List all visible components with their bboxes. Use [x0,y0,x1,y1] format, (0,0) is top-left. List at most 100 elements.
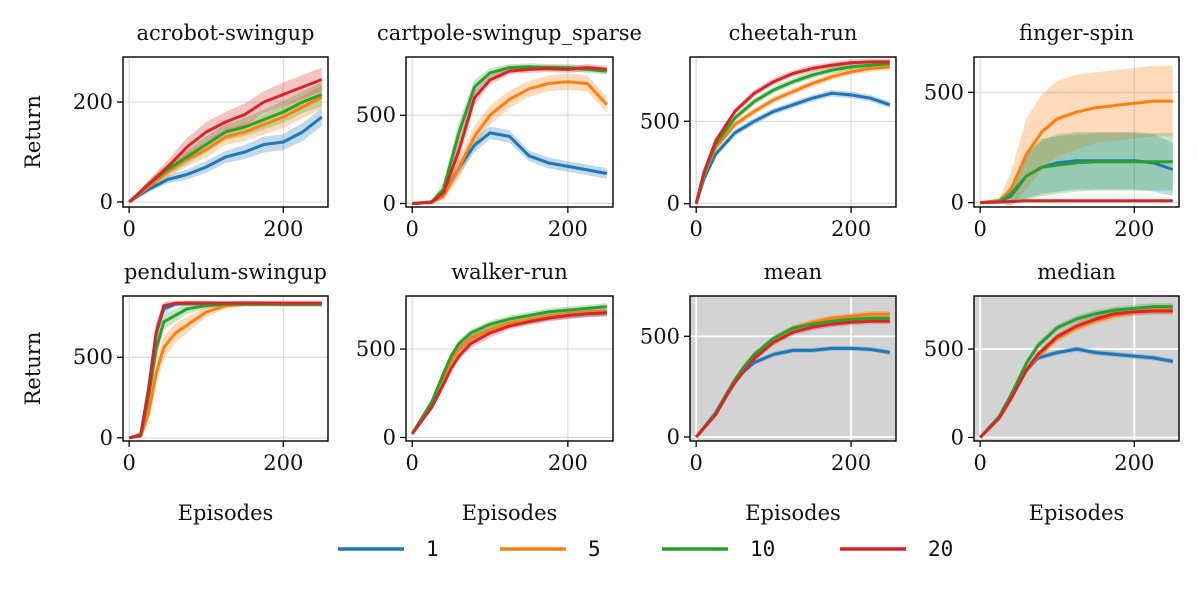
x-tick-label: 200 [548,217,588,241]
y-tick-label: 500 [640,109,680,133]
x-tick-label: 0 [406,217,419,241]
y-tick-label: 0 [667,192,680,216]
x-tick-label: 0 [690,217,703,241]
y-tick-label: 0 [951,425,964,449]
series-line-20 [695,319,890,438]
x-tick-label: 200 [263,451,303,475]
series-line-20 [412,66,607,205]
x-tick-label: 0 [973,217,986,241]
subplot-title: walker-run [451,260,568,284]
series-group [128,67,323,204]
x-tick-label: 0 [690,451,703,475]
subplot-7: 0 200 0 500 median Episodes [924,260,1180,525]
axes-frame [973,295,1180,442]
x-tick-label: 0 [122,217,135,241]
axes-frame [689,56,897,208]
series-line-5 [128,95,323,204]
legend-label-10: 10 [750,537,775,561]
axes-frame [405,56,614,208]
y-tick-label: 0 [100,426,113,450]
y-tick-label: 200 [73,90,113,114]
subplot-5: 0 200 0 500 walker-run Episodes [356,260,614,525]
legend-label-20: 20 [928,537,953,561]
x-tick-label: 200 [831,217,871,241]
series-line-10 [979,305,1173,439]
axes-frame [689,295,897,442]
series-band-5 [129,301,322,438]
subplot-4: 0 200 0 500 pendulum-swingup Episodes Return [21,260,329,525]
x-tick-label: 200 [548,451,588,475]
series-line-5 [980,99,1173,205]
legend: 1 5 10 20 [338,537,953,561]
subplot-2: 0 200 0 500 cheetah-run [640,21,897,241]
y-tick-label: 500 [356,103,396,127]
y-tick-label: 500 [73,345,113,369]
subplot-title: finger-spin [1019,21,1134,45]
axes-frame [122,295,329,442]
series-group [694,58,891,205]
axes-frame [122,56,329,208]
x-axis-label: Episodes [462,501,558,525]
series-line-20 [980,199,1173,205]
series-line-1 [694,91,891,205]
series-group [979,303,1174,439]
subplot-title: pendulum-swingup [124,260,327,284]
series-group [695,311,891,438]
subplot-title: mean [764,260,822,284]
x-tick-label: 200 [263,217,303,241]
axes-frame [973,56,1180,208]
x-tick-label: 0 [122,451,135,475]
plot-area [974,57,1179,207]
x-axis-label: Episodes [1029,501,1125,525]
y-tick-label: 0 [100,190,113,214]
subplot-title: cartpole-swingup_sparse [377,21,642,45]
x-tick-label: 200 [1114,217,1154,241]
series-band-5 [412,73,607,204]
series-line-5 [412,80,608,205]
y-tick-label: 500 [924,80,964,104]
series-group [412,63,608,205]
series-group [410,303,607,435]
x-axis-label: Episodes [745,501,841,525]
series-line-20 [410,311,607,435]
subplot-3: 0 200 0 500 finger-spin [924,21,1180,241]
series-line-1 [128,115,323,204]
y-tick-label: 500 [356,337,396,361]
series-group [980,65,1174,207]
y-tick-label: 0 [667,425,680,449]
y-tick-label: 500 [640,324,680,348]
legend-label-5: 5 [588,537,601,561]
series-band-1 [696,90,890,204]
subplot-title: median [1037,260,1116,284]
axes-frame [405,295,614,442]
y-tick-label: 500 [924,337,964,361]
y-tick-label: 0 [383,191,396,215]
x-tick-label: 0 [973,451,986,475]
series-line-20 [979,309,1173,439]
series-group [128,300,322,440]
series-band-5 [980,65,1173,207]
series-line-20 [128,78,323,204]
y-axis-label: Return [21,95,45,169]
x-tick-label: 0 [406,451,419,475]
subplot-title: acrobot-swingup [137,21,315,45]
subplot-1: 0 200 0 500 cartpole-swingup_sparse [356,21,642,241]
series-band-10 [129,82,322,202]
series-line-10 [980,160,1173,205]
series-band-20 [129,67,322,202]
series-line-20 [694,60,890,205]
x-tick-label: 200 [831,451,871,475]
series-line-10 [410,305,607,435]
series-line-20 [128,301,322,440]
subplot-0: 0 200 0 200 acrobot-swingup Return [21,21,329,241]
series-band-1 [980,132,1173,205]
x-tick-label: 200 [1114,451,1154,475]
x-axis-label: Episodes [178,501,274,525]
legend-label-1: 1 [426,537,439,561]
subplot-title: cheetah-run [729,21,858,45]
y-axis-label: Return [21,332,45,406]
y-tick-label: 0 [951,191,964,215]
y-tick-label: 0 [383,425,396,449]
subplot-6: 0 200 0 500 mean Episodes [640,260,897,525]
